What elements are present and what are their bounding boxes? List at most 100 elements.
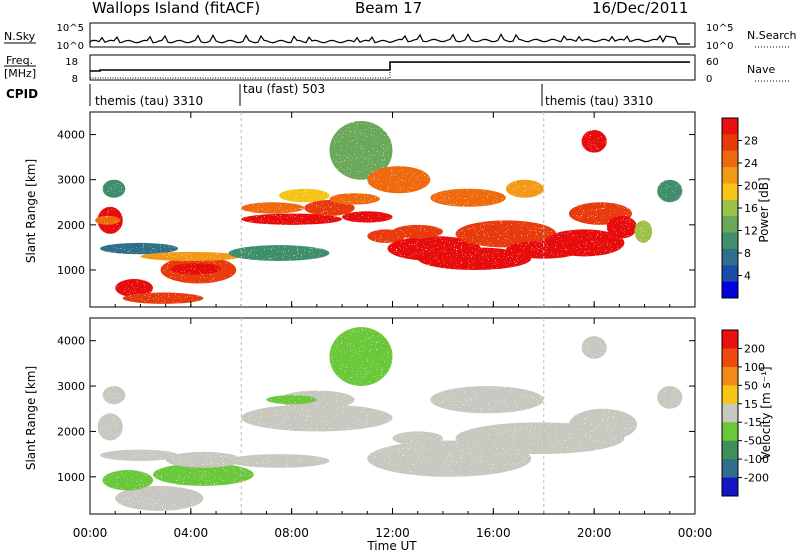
freq-left-label-1: Freq. <box>6 54 33 67</box>
freq-left-tick-top: 18 <box>65 57 78 68</box>
freq-right-tick-top: 60 <box>706 57 719 68</box>
power-colorbar-tick: 8 <box>744 247 751 260</box>
power-echo-blob <box>170 263 222 275</box>
cpid-segment-2: tau (fast) 503 <box>243 82 325 96</box>
beam-title: Beam 17 <box>355 0 422 17</box>
velocity-colorbar-swatch <box>722 348 738 368</box>
velocity-colorbar-swatch <box>722 440 738 460</box>
power-ytick-label: 1000 <box>57 264 85 277</box>
power-colorbar-label: Power [dB] <box>757 177 771 242</box>
nave-label: Nave <box>747 63 775 76</box>
velocity-colorbar-tick: -200 <box>744 472 769 485</box>
velocity-colorbar-label: Velocity [m s⁻¹] <box>759 366 773 459</box>
power-echo-blob <box>342 211 393 223</box>
power-colorbar-tick: 12 <box>744 225 758 238</box>
power-echo-blob <box>279 188 330 203</box>
velocity-colorbar-tick: 100 <box>744 361 765 374</box>
power-colorbar-swatch <box>722 248 738 266</box>
xtick-label: 04:00 <box>174 526 209 540</box>
power-echo-blob <box>505 179 544 198</box>
velocity-ytick-label: 4000 <box>57 335 85 348</box>
velocity-colorbar-tick: 15 <box>744 398 758 411</box>
power-ytick-label: 3000 <box>57 174 85 187</box>
velocity-colorbar-swatch <box>722 477 738 497</box>
power-colorbar-tick: 16 <box>744 202 758 215</box>
power-echo-blob <box>657 179 683 203</box>
velocity-echo-blob <box>241 404 393 432</box>
velocity-echo-region <box>97 327 683 511</box>
power-echo-blob <box>543 229 625 257</box>
velocity-colorbar-swatch <box>722 422 738 442</box>
power-colorbar-swatch <box>722 265 738 283</box>
velocity-ytick-label: 1000 <box>57 471 85 484</box>
freq-panel: Freq. [MHz] 18 8 60 0 Nave <box>4 54 790 85</box>
velocity-echo-blob <box>266 395 317 405</box>
freq-left-tick-bottom: 8 <box>72 74 78 85</box>
power-echo-blob <box>122 292 204 304</box>
power-colorbar-tick: 24 <box>744 157 758 170</box>
velocity-colorbar-swatch <box>722 459 738 479</box>
power-echo-region <box>95 121 683 304</box>
power-colorbar-swatch <box>722 167 738 184</box>
velocity-echo-blob <box>102 386 126 405</box>
velocity-xlabel: Time UT <box>366 539 417 553</box>
station-title: Wallops Island (fitACF) <box>92 0 260 17</box>
power-echo-blob <box>241 202 305 214</box>
power-echo-blob <box>581 130 607 153</box>
power-colorbar-tick: 28 <box>744 135 758 148</box>
noise-right-label: N.Search <box>747 29 797 42</box>
power-ytick-label: 4000 <box>57 129 85 142</box>
power-colorbar-swatch <box>722 183 738 201</box>
velocity-echo-blob <box>115 485 204 511</box>
power-colorbar: 28 24 20 16 12 8 4 <box>721 117 758 299</box>
power-echo-blob <box>367 166 431 194</box>
power-echo-blob <box>634 220 653 243</box>
velocity-echo-blob <box>228 454 330 468</box>
velocity-colorbar: 200 100 50 15 -15 -50 -100 -200 <box>721 329 769 497</box>
velocity-echo-blob <box>392 431 443 446</box>
noise-right-tick-bottom: 10^0 <box>706 41 733 52</box>
velocity-colorbar-tick: 50 <box>744 379 758 392</box>
velocity-colorbar-swatch <box>722 385 738 405</box>
velocity-ytick-label: 3000 <box>57 380 85 393</box>
xtick-label: 20:00 <box>577 526 612 540</box>
power-echo-blob <box>392 224 443 239</box>
power-echo-blob <box>417 247 532 270</box>
power-echo-blob <box>430 188 506 207</box>
cpid-segment-3: themis (tau) 3310 <box>545 94 653 108</box>
xtick-label: 08:00 <box>274 526 309 540</box>
date-title: 16/Dec/2011 <box>592 0 688 17</box>
power-colorbar-swatch <box>722 134 738 152</box>
power-colorbar-tick: 20 <box>744 180 758 193</box>
noise-sky-trace <box>89 33 690 45</box>
velocity-echo-blob <box>97 413 123 441</box>
power-echo-blob <box>140 251 242 261</box>
power-echo-blob <box>95 215 121 225</box>
cpid-segment-1: themis (tau) 3310 <box>95 94 203 108</box>
velocity-colorbar-tick: -15 <box>744 416 762 429</box>
velocity-colorbar-swatch <box>722 403 738 423</box>
velocity-colorbar-tick: -50 <box>744 435 762 448</box>
velocity-echo-blob <box>581 336 607 359</box>
velocity-colorbar-swatch <box>722 330 738 349</box>
freq-right-tick-bottom: 0 <box>706 74 712 85</box>
power-echo-blob <box>228 245 330 261</box>
power-echo-blob <box>100 242 179 255</box>
velocity-ytick-label: 2000 <box>57 425 85 438</box>
noise-panel: N.Sky 10^5 10^0 10^5 10^0 N.Search <box>4 22 797 52</box>
freq-left-label-2: [MHz] <box>4 67 36 80</box>
power-colorbar-swatch <box>722 216 738 234</box>
cpid-label: CPID <box>6 87 38 101</box>
velocity-echo-blob <box>115 469 141 477</box>
velocity-echo-blob <box>279 390 355 409</box>
power-echo-blob <box>115 279 154 298</box>
power-echo-blob <box>304 200 355 216</box>
xtick-label: 12:00 <box>375 526 410 540</box>
power-colorbar-swatch <box>722 150 738 168</box>
velocity-ylabel: Slant Range [km] <box>24 366 38 470</box>
power-panel: 1000 2000 3000 4000 Slant Range [km] <box>24 111 696 308</box>
power-echo-blob <box>606 215 638 239</box>
velocity-echo-blob <box>100 449 179 461</box>
power-echo-blob <box>102 179 126 198</box>
